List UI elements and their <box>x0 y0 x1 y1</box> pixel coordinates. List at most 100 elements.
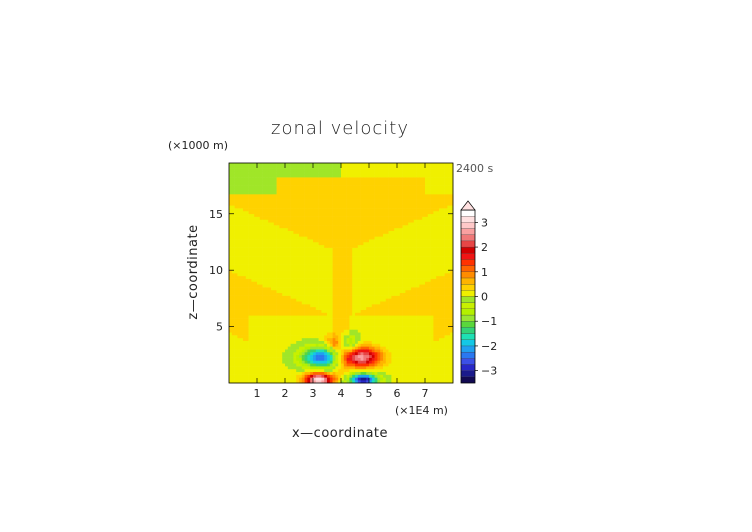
field-cell <box>265 281 269 285</box>
field-cell <box>245 163 249 167</box>
field-cell <box>231 309 235 313</box>
field-cell <box>262 230 266 234</box>
field-cell <box>290 185 294 189</box>
field-cell <box>279 289 283 294</box>
field-cell <box>397 236 401 240</box>
field-cell <box>329 278 333 282</box>
field-cell <box>357 287 361 291</box>
field-cell <box>355 340 359 344</box>
field-cell <box>310 326 314 330</box>
field-cell <box>245 340 249 344</box>
field-cell <box>380 210 384 215</box>
field-cell <box>397 185 401 189</box>
field-cell <box>254 230 258 234</box>
field-cell <box>383 360 387 364</box>
field-cell <box>338 179 342 184</box>
field-cell <box>394 182 398 186</box>
field-cell <box>240 267 244 271</box>
field-cell <box>257 304 261 308</box>
field-cell <box>352 295 356 299</box>
field-cell <box>231 250 235 254</box>
field-cell <box>229 222 233 226</box>
field-cell <box>371 202 375 206</box>
field-cell <box>385 329 389 333</box>
field-cell <box>262 267 266 271</box>
field-cell <box>399 357 403 361</box>
field-cell <box>262 210 266 215</box>
field-cell <box>299 163 303 167</box>
field-cell <box>397 329 401 333</box>
field-cell <box>366 191 370 195</box>
field-cell <box>377 320 381 325</box>
field-cell <box>369 340 373 344</box>
field-cell <box>290 366 294 370</box>
field-cell <box>313 273 317 277</box>
field-cell <box>287 185 291 189</box>
field-cell <box>262 225 266 229</box>
field-cell <box>257 258 261 263</box>
field-cell <box>243 377 247 381</box>
field-cell <box>349 168 353 172</box>
field-cell <box>290 292 294 296</box>
field-cell <box>352 320 356 325</box>
field-cell <box>318 174 322 178</box>
field-cell <box>257 295 261 299</box>
field-cell <box>399 366 403 370</box>
field-cell <box>268 194 272 198</box>
field-cell <box>231 227 235 231</box>
field-cell <box>363 168 367 172</box>
field-cell <box>296 244 300 248</box>
field-cell <box>383 340 387 344</box>
field-cell <box>301 343 305 347</box>
field-cell <box>341 244 345 248</box>
field-cell <box>405 168 409 172</box>
field-cell <box>265 360 269 364</box>
field-cell <box>399 163 403 167</box>
field-cell <box>338 208 342 212</box>
field-cell <box>285 351 289 356</box>
field-cell <box>371 329 375 333</box>
field-cell <box>363 177 367 181</box>
field-cell <box>377 289 381 294</box>
field-cell <box>380 177 384 181</box>
field-cell <box>324 258 328 263</box>
field-cell <box>383 337 387 341</box>
field-cell <box>343 304 347 308</box>
field-cell <box>357 368 361 373</box>
field-cell <box>301 284 305 288</box>
field-cell <box>388 374 392 378</box>
field-cell <box>310 177 314 181</box>
field-cell <box>248 241 252 246</box>
field-cell <box>231 374 235 378</box>
field-cell <box>371 250 375 254</box>
field-cell <box>355 360 359 364</box>
field-cell <box>240 340 244 344</box>
field-cell <box>301 273 305 277</box>
field-cell <box>385 354 389 358</box>
field-cell <box>394 233 398 237</box>
field-cell <box>245 357 249 361</box>
field-cell <box>355 363 359 367</box>
field-cell <box>374 332 378 336</box>
field-cell <box>234 236 238 240</box>
field-cell <box>388 250 392 254</box>
field-cell <box>262 171 266 175</box>
field-cell <box>321 163 325 167</box>
field-cell <box>282 236 286 240</box>
field-cell <box>341 309 345 313</box>
field-cell <box>285 309 289 313</box>
field-cell <box>243 329 247 333</box>
field-cell <box>324 230 328 234</box>
field-cell <box>268 295 272 299</box>
field-cell <box>259 264 263 268</box>
field-cell <box>237 326 241 330</box>
field-cell <box>290 191 294 195</box>
field-cell <box>296 188 300 192</box>
field-cell <box>287 264 291 268</box>
field-cell <box>273 335 277 339</box>
field-cell <box>385 182 389 186</box>
field-cell <box>273 222 277 226</box>
field-cell <box>276 188 280 192</box>
field-cell <box>360 216 364 220</box>
field-cell <box>355 357 359 361</box>
